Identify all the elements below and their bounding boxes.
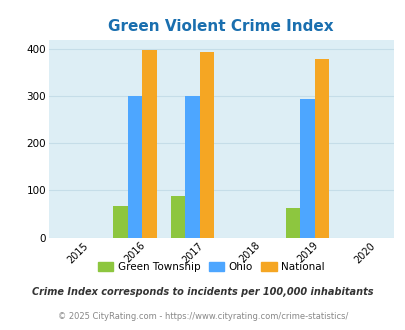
Bar: [185, 96, 199, 238]
Text: © 2025 CityRating.com - https://www.cityrating.com/crime-statistics/: © 2025 CityRating.com - https://www.city…: [58, 312, 347, 321]
Bar: [300, 99, 314, 238]
Bar: [113, 206, 128, 238]
Bar: [285, 208, 300, 238]
Bar: [128, 96, 142, 238]
Text: Crime Index corresponds to incidents per 100,000 inhabitants: Crime Index corresponds to incidents per…: [32, 287, 373, 297]
Title: Green Violent Crime Index: Green Violent Crime Index: [108, 19, 333, 34]
Bar: [171, 196, 185, 238]
Bar: [199, 52, 213, 238]
Legend: Green Township, Ohio, National: Green Township, Ohio, National: [94, 258, 328, 276]
Bar: [142, 50, 156, 238]
Bar: [314, 59, 328, 238]
